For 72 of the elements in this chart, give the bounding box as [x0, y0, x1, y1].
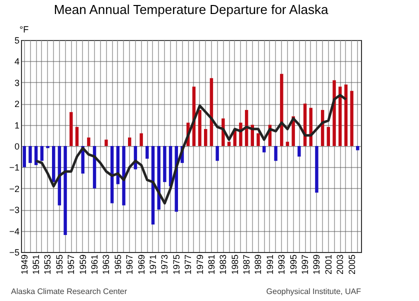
- x-tick-label: 1953: [42, 254, 53, 275]
- x-tick-label: 1985: [230, 254, 240, 275]
- x-tick-label: 1991: [264, 254, 275, 275]
- x-tick-label: 1963: [101, 254, 112, 275]
- y-tick-label: −3: [9, 205, 20, 216]
- bar: [70, 112, 73, 146]
- x-tick-label: 1957: [66, 254, 76, 275]
- x-tick-label: 1955: [54, 254, 64, 275]
- y-tick-label: −4: [9, 226, 20, 236]
- x-tick-label: 1979: [194, 254, 205, 275]
- line-series: [34, 94, 348, 204]
- x-tick-label: 1983: [218, 254, 228, 275]
- bar: [298, 146, 301, 157]
- bar: [28, 146, 32, 163]
- bar: [326, 126, 330, 146]
- y-axis-title: °F: [20, 24, 30, 34]
- x-tick-label: 1981: [206, 254, 216, 275]
- y-tick-label: 3: [14, 78, 20, 88]
- x-tick-label: 1961: [90, 254, 100, 275]
- x-tick-label: 2003: [335, 254, 346, 275]
- chart-title: Mean Annual Temperature Departure for Alaska: [54, 2, 329, 17]
- x-tick-label: 1949: [19, 254, 30, 275]
- x-tick-label: 1987: [242, 254, 252, 275]
- bar: [204, 129, 208, 146]
- x-tick-label: 1969: [136, 254, 146, 275]
- x-tick-label: 1967: [124, 254, 135, 275]
- bar: [350, 90, 354, 146]
- x-tick-label: 1989: [253, 254, 264, 275]
- bar: [52, 146, 56, 182]
- x-tick-label: 1995: [288, 254, 298, 275]
- bar: [22, 146, 26, 168]
- bar: [163, 146, 166, 182]
- bar: [216, 146, 219, 161]
- x-tick-label: 1999: [312, 254, 322, 275]
- y-tick-label: 5: [14, 36, 20, 46]
- bar: [344, 84, 348, 146]
- y-tick-label: −2: [9, 184, 20, 194]
- bar: [75, 126, 79, 146]
- x-tick-label: 1971: [148, 254, 158, 275]
- x-tick-label: 1951: [31, 254, 42, 275]
- bar: [104, 140, 108, 146]
- y-tick-label: −1: [9, 162, 20, 173]
- y-tick-label: 0: [14, 142, 20, 152]
- x-tick-label: 1975: [171, 254, 182, 275]
- x-tick-label: 1965: [112, 254, 123, 275]
- x-tick-label: 1997: [300, 254, 310, 275]
- text: Geophysical Institute, UAF: [266, 287, 362, 296]
- y-tick-label: 2: [14, 99, 20, 110]
- bar: [256, 133, 260, 146]
- x-tick-label: 1959: [78, 254, 88, 275]
- bar: [122, 146, 126, 206]
- x-tick-label: 1973: [160, 254, 170, 275]
- bar: [40, 146, 44, 161]
- bar: [64, 146, 67, 236]
- x-tick-label: 1977: [183, 254, 194, 275]
- bar: [140, 133, 143, 146]
- y-tick-label: −5: [9, 248, 20, 258]
- x-tick-label: 2005: [346, 254, 357, 275]
- bar: [87, 138, 90, 146]
- bar: [157, 146, 160, 210]
- text: Alaska Climate Research Center: [11, 287, 128, 296]
- bar: [262, 146, 266, 152]
- bar: [315, 146, 318, 193]
- bar: [274, 146, 278, 161]
- bar: [332, 80, 336, 146]
- y-tick-label: 1: [14, 120, 20, 130]
- bar: [198, 110, 202, 146]
- bar: [128, 138, 132, 146]
- y-tick-label: 4: [14, 56, 20, 67]
- x-tick-label: 1993: [276, 254, 287, 275]
- x-tick-label: 2001: [323, 254, 334, 275]
- bar: [146, 146, 149, 159]
